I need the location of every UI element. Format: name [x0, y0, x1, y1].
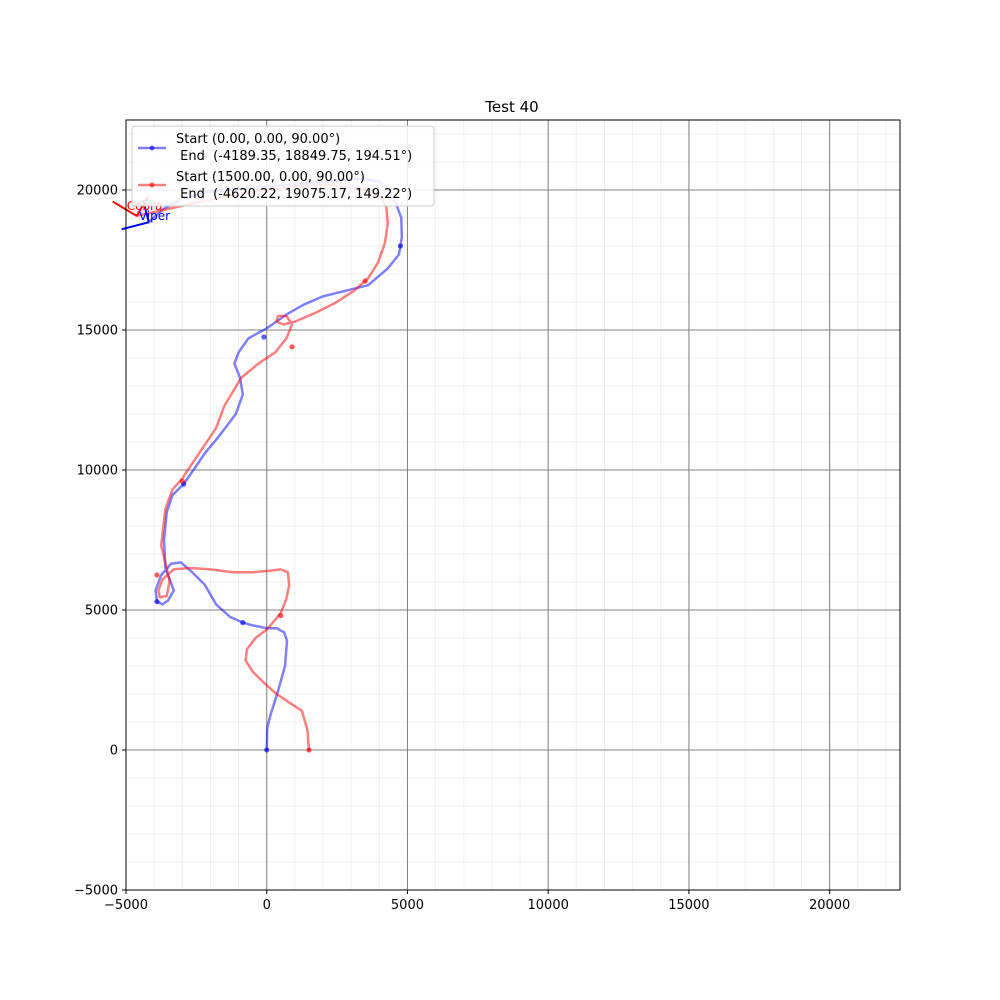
- series-1-point: [397, 243, 404, 249]
- legend-marker-series-1: [149, 145, 155, 151]
- y-tick-label: 5000: [85, 604, 118, 619]
- legend-label-series-2: Start (1500.00, 0.00, 90.00°): [176, 170, 365, 185]
- y-tick-label: 20000: [77, 184, 118, 199]
- series-2-point: [362, 278, 368, 284]
- legend-box: [131, 125, 435, 207]
- y-tick-label: 10000: [77, 464, 118, 479]
- series-line-2: [135, 183, 390, 752]
- end-arrow-2: [112, 200, 138, 217]
- series-2-point: [289, 344, 295, 350]
- series-1-point: [261, 334, 267, 340]
- y-tick-label: 15000: [77, 324, 118, 339]
- x-tick-label: 10000: [528, 898, 569, 913]
- x-tick-label: 15000: [668, 898, 709, 913]
- legend-marker-series-2: [149, 182, 155, 188]
- x-tick-label: −5000: [104, 898, 148, 913]
- axis-ticks: −5000 0 5000 10000 15000 20000 −5000 0 5000 10000…: [74, 184, 850, 914]
- series-2-point: [306, 747, 312, 753]
- legend-label-series-1: Start (0.00, 0.00, 90.00°): [176, 132, 340, 147]
- chart-title: Test 40: [484, 98, 538, 116]
- series-2-point: [154, 572, 160, 578]
- series-1-point: [154, 599, 160, 605]
- legend: Start (0.00, 0.00, 90.00°) End (-4189.35…: [131, 125, 435, 207]
- x-tick-label: 20000: [809, 898, 850, 913]
- x-tick-label: 0: [263, 898, 271, 913]
- legend-label-series-2-line2: End (-4620.22, 19075.17, 149.22°): [176, 187, 412, 202]
- series-1-point: [240, 620, 246, 626]
- y-tick-label: 0: [110, 744, 118, 759]
- series-2-point: [179, 478, 185, 484]
- plot-frame: [125, 119, 901, 891]
- series-1-point: [264, 747, 270, 753]
- legend-label-series-1-line2: End (-4189.35, 18849.75, 194.51°): [176, 149, 412, 164]
- x-tick-label: 5000: [391, 898, 424, 913]
- end-label-1: Viper: [139, 209, 170, 223]
- series-2-point: [278, 613, 284, 619]
- y-tick-label: −5000: [74, 884, 118, 899]
